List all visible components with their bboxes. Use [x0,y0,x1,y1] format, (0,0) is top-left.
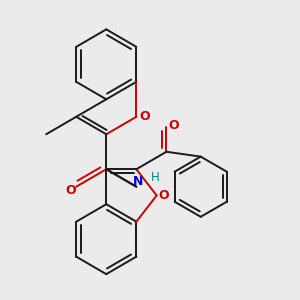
Text: O: O [158,189,169,202]
Text: H: H [151,172,160,184]
Text: O: O [140,110,150,123]
Text: O: O [66,184,76,197]
Text: O: O [168,119,179,132]
Text: N: N [133,175,143,188]
